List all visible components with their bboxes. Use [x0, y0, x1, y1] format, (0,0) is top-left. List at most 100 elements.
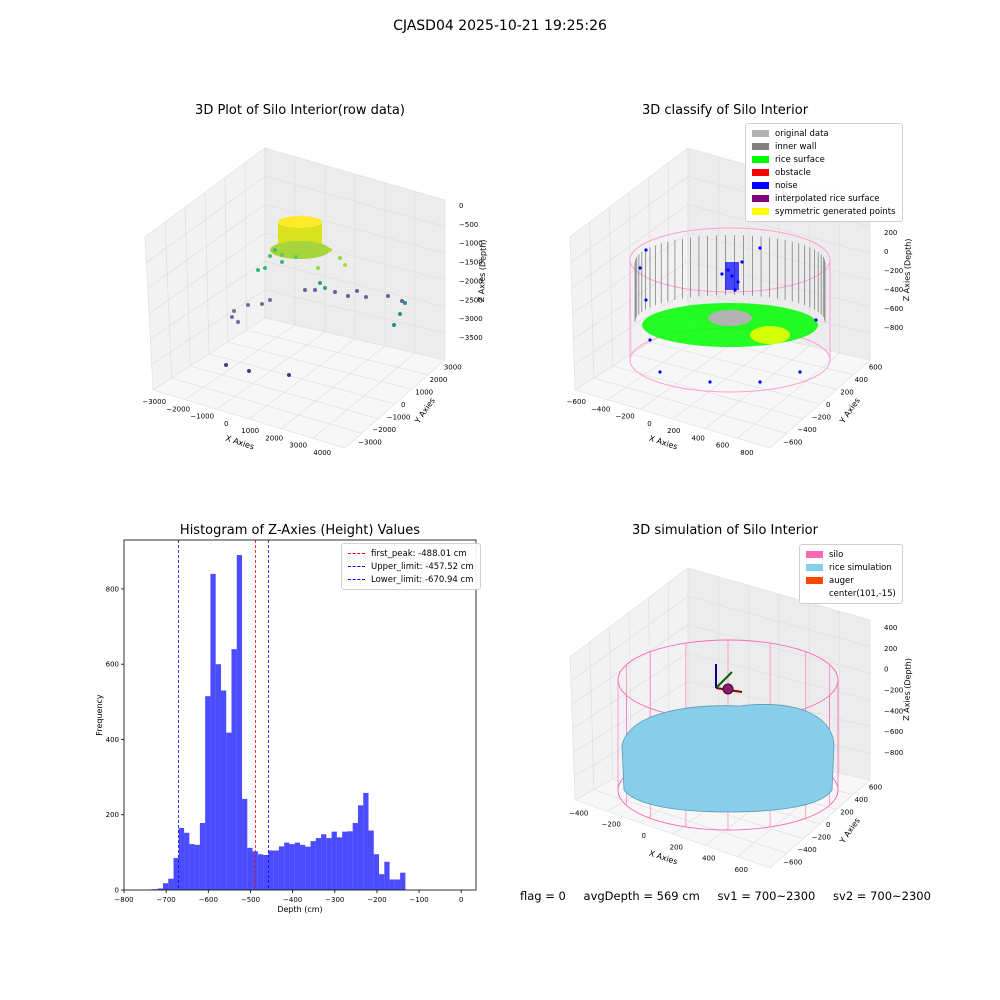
x-tick-label: −200 — [367, 896, 386, 904]
raw-data-point — [333, 290, 337, 294]
raw-axes3d: −3000−2000−100001000200030004000−3000−20… — [142, 147, 488, 457]
sim-x-tick-label: 400 — [702, 855, 715, 863]
raw-y-tick-label: −2000 — [372, 426, 396, 434]
classify-noise-cluster — [725, 262, 739, 290]
raw-data-point — [400, 299, 404, 303]
classify-z-tick-label: 0 — [884, 248, 888, 256]
sim-z-tick-label: 0 — [884, 666, 888, 674]
histogram-bar — [210, 573, 216, 890]
classify-noise-point — [658, 370, 662, 374]
classify-noise-point — [708, 380, 712, 384]
sim-rice-surface — [621, 704, 835, 813]
sim-x-tick-label: 600 — [735, 866, 748, 874]
sim-x-tick-label: −200 — [602, 821, 621, 829]
classify-x-tick-label: 0 — [647, 420, 651, 428]
classify-x-tick-label: −200 — [615, 413, 634, 421]
y-tick-label: 0 — [115, 887, 119, 895]
hist-legend-line-swatch — [348, 566, 365, 567]
classify-z-tick-label: −400 — [884, 286, 903, 294]
histogram-bar — [294, 842, 300, 890]
raw-y-axis-label: Y Axies — [412, 396, 437, 426]
simulation-plot-title: 3D simulation of Silo Interior — [632, 523, 818, 538]
classify-legend-swatch — [752, 156, 769, 163]
raw-x-tick-label: 0 — [224, 420, 228, 428]
classify-original-data — [708, 310, 752, 326]
x-tick-label: 0 — [459, 896, 463, 904]
sim-x-tick-label: 0 — [642, 832, 646, 840]
classify-plot-title: 3D classify of Silo Interior — [641, 103, 809, 118]
histogram-bar — [199, 823, 206, 890]
raw-data-point — [386, 294, 390, 298]
raw-z-tick-label: −3000 — [459, 315, 483, 323]
raw-data-point — [328, 248, 332, 252]
histogram-bar — [379, 874, 385, 890]
classify-gridline — [737, 352, 840, 439]
raw-data-point — [343, 263, 347, 267]
hist-legend-entry: Lower_limit: -670.94 cm — [348, 573, 474, 586]
raw-y-tick-label: −1000 — [387, 414, 411, 422]
hist-legend-entry: first_peak: -488.01 cm — [348, 547, 474, 560]
classify-x-tick-label: 200 — [667, 427, 680, 435]
histogram-bar — [194, 844, 200, 890]
histogram-bar — [273, 850, 279, 890]
sim-legend-entry: rice simulation — [806, 561, 896, 574]
sim-y-tick-label: 200 — [840, 808, 853, 816]
histogram-bar — [315, 838, 322, 890]
histogram-bar — [220, 690, 227, 890]
histogram-bar — [310, 841, 316, 890]
x-tick-label: −500 — [241, 896, 260, 904]
raw-data-point — [256, 268, 260, 272]
histogram-bar — [168, 878, 174, 890]
histogram-bar — [342, 831, 348, 890]
sim-y-tick-label: 0 — [826, 821, 830, 829]
histogram-bar — [384, 861, 390, 890]
sim-legend-swatch — [806, 590, 823, 597]
raw-data-point — [268, 298, 272, 302]
raw-data-point — [230, 315, 234, 319]
flag-text: flag = 0 — [520, 889, 566, 903]
x-axis-label: Depth (cm) — [277, 905, 322, 914]
raw-gridline — [312, 352, 416, 439]
histogram-bar — [289, 844, 295, 890]
classify-noise-point — [644, 248, 648, 252]
sim-legend-label: rice simulation — [829, 562, 892, 573]
raw-plot-title: 3D Plot of Silo Interior(row data) — [195, 103, 405, 118]
classify-y-axis-label: Y Axies — [837, 396, 862, 426]
raw-data-point — [398, 312, 402, 316]
histogram-title: Histogram of Z-Axies (Height) Values — [179, 523, 421, 538]
histogram-bar — [363, 792, 369, 890]
raw-y-tick-label: 0 — [401, 401, 405, 409]
classify-legend-entry: rice surface — [752, 153, 896, 166]
raw-z-axis-label: Z Axies (Depth) — [477, 239, 488, 302]
classify-z-tick-label: −800 — [884, 324, 903, 332]
sim-y-tick-label: 600 — [869, 783, 882, 791]
y-tick-label: 600 — [106, 661, 119, 669]
histogram-bar — [162, 883, 169, 890]
x-tick-label: −800 — [114, 896, 133, 904]
avg-depth-text: avgDepth = 569 cm — [583, 889, 700, 903]
raw-x-tick-label: 2000 — [265, 434, 283, 442]
x-tick-label: −400 — [283, 896, 302, 904]
raw-cylinder-rim — [278, 216, 322, 228]
classify-legend-swatch — [752, 208, 769, 215]
classify-legend-entry: interpolated rice surface — [752, 192, 896, 205]
sim-y-tick-label: −400 — [797, 846, 816, 854]
raw-data-point — [303, 288, 307, 292]
histogram-bar — [389, 879, 395, 890]
sim-z-tick-label: −600 — [884, 728, 903, 736]
raw-data-point — [280, 253, 284, 257]
classify-legend-swatch — [752, 182, 769, 189]
sim-z-tick-label: 200 — [884, 645, 897, 653]
raw-data-point — [232, 309, 236, 313]
histogram-bar — [394, 879, 401, 890]
classify-legend-label: obstacle — [775, 167, 811, 178]
raw-z-tick-label: −2000 — [459, 277, 483, 285]
sim-legend-swatch — [806, 551, 823, 558]
classify-z-axis-label: Z Axies (Depth) — [902, 238, 913, 301]
raw-z-tick-label: −500 — [459, 221, 478, 229]
x-tick-label: −100 — [409, 896, 428, 904]
classify-x-tick-label: 600 — [716, 442, 729, 450]
histogram-bar — [284, 842, 290, 890]
histogram-bar — [215, 664, 221, 890]
